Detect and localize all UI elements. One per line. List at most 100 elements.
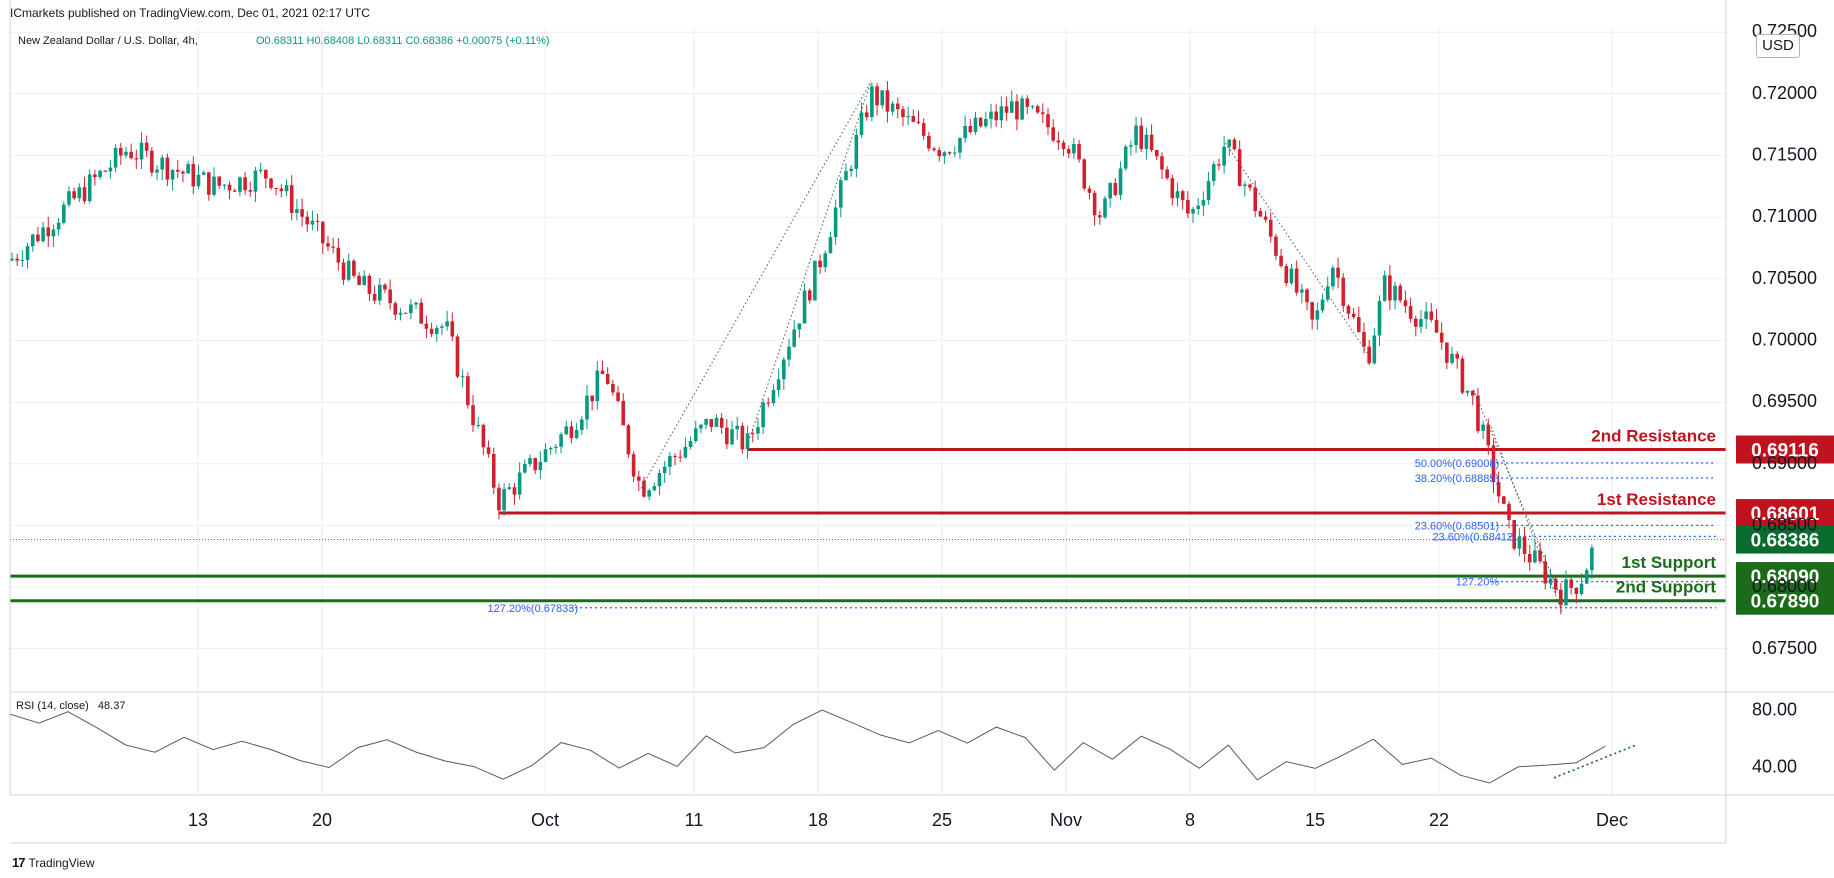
candle-body [605, 373, 610, 385]
candle-body [1362, 331, 1366, 347]
candle-body [1061, 142, 1066, 150]
candle-body [958, 138, 962, 153]
candle-body [901, 109, 905, 118]
candle-body [1398, 285, 1403, 301]
candle-body [1517, 536, 1522, 549]
candle-body [1180, 191, 1185, 201]
price-tag [1736, 435, 1834, 464]
candle-body [859, 112, 864, 135]
symbol-title[interactable]: New Zealand Dollar / U.S. Dollar, 4h, [18, 35, 198, 47]
candle-body [792, 329, 796, 347]
x-tick-label: 25 [932, 810, 952, 830]
currency-button[interactable]: USD [1756, 34, 1800, 58]
rsi-pane: 80.00 40.00 [9, 699, 1797, 784]
candle-body [875, 86, 879, 106]
candle-body [434, 327, 439, 334]
y-tick-label: 0.69500 [1752, 391, 1817, 411]
candle-body [1211, 164, 1216, 181]
candle-body [947, 152, 952, 154]
candle-body [807, 290, 812, 301]
candle-body [1357, 317, 1361, 332]
candle-body [1268, 219, 1273, 237]
candle-body [730, 429, 734, 445]
candle-body [124, 151, 128, 156]
candle-body [103, 170, 108, 172]
candle-body [1486, 424, 1491, 446]
candle-body [1082, 159, 1087, 189]
candle-body [911, 116, 916, 122]
candle-body [1077, 143, 1081, 160]
candle-body [766, 402, 771, 404]
candle-body [336, 247, 341, 263]
candle-body [331, 246, 335, 248]
x-tick-label: 15 [1305, 810, 1325, 830]
candle-body [1564, 579, 1568, 606]
candle-body [460, 376, 465, 378]
candle-body [673, 456, 677, 458]
candle-body [554, 446, 558, 448]
y-tick-label: 0.71500 [1752, 145, 1817, 165]
rsi-trend-line [1553, 744, 1637, 779]
candle-body [559, 434, 563, 447]
candle-body [238, 177, 242, 192]
candle-body [978, 117, 983, 127]
candle-body [372, 293, 377, 301]
candle-body [1429, 311, 1434, 320]
candle-body [502, 489, 506, 511]
candle-body [1072, 143, 1076, 154]
candle-body [455, 336, 460, 377]
level-label: 1st Support [1622, 553, 1717, 572]
candle-body [1455, 353, 1460, 359]
candle-body [1237, 149, 1242, 187]
candle-body [984, 118, 988, 127]
x-tick-label: 13 [188, 810, 208, 830]
candle-body [56, 222, 61, 230]
candle-body [1294, 268, 1299, 293]
candle-body [346, 260, 351, 280]
candle-body [196, 174, 201, 187]
candle-body [782, 359, 786, 380]
candle-body [1377, 300, 1382, 336]
candle-body [1015, 101, 1019, 120]
candle-body [1367, 346, 1371, 364]
candle-body [1087, 188, 1092, 193]
candle-body [1279, 255, 1283, 267]
price-tag-value: 0.68090 [1751, 567, 1820, 588]
fib-label: 23.60%(0.68501) [1415, 520, 1499, 532]
candle-body [1496, 482, 1501, 497]
candle-body [295, 209, 299, 213]
candle-body [1450, 353, 1454, 363]
candle-body [1020, 98, 1024, 120]
candle-body [170, 169, 175, 180]
candle-body [144, 142, 149, 151]
x-tick-label: 18 [808, 810, 828, 830]
candle-body [466, 376, 470, 406]
candles [10, 81, 1594, 615]
brand-footer[interactable]: 17 TradingView [12, 855, 95, 870]
candle-body [279, 188, 284, 192]
candle-body [486, 447, 491, 454]
candle-body [362, 275, 367, 286]
candle-body [600, 370, 605, 374]
trend-line [1472, 389, 1563, 600]
x-tick-label: Nov [1050, 810, 1082, 830]
rsi-legend[interactable]: RSI (14, close) 48.37 [16, 700, 125, 712]
candle-body [1248, 184, 1252, 188]
candle-body [657, 473, 662, 487]
candle-body [388, 289, 392, 304]
candle-body [564, 426, 569, 435]
candle-body [616, 392, 620, 401]
fib-label: 127.20%(0.67833) [487, 603, 578, 615]
candle-body [999, 106, 1004, 121]
candle-body [735, 425, 739, 430]
candle-body [129, 151, 133, 159]
candle-body [232, 190, 237, 192]
candle-body [1243, 184, 1247, 187]
candle-body [1284, 266, 1289, 284]
candle-body [93, 174, 97, 178]
candle-body [864, 112, 869, 118]
candle-body [512, 487, 517, 495]
candle-body [424, 323, 429, 329]
brand-name: TradingView [28, 855, 95, 870]
